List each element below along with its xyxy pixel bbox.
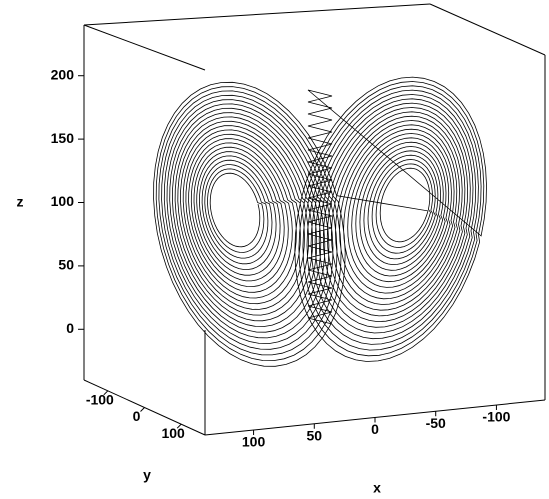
z-tick-label: 0 — [66, 320, 74, 336]
box-frame — [83, 3, 546, 436]
y-tick-label: 100 — [161, 425, 185, 441]
x-tick-label: -100 — [482, 409, 510, 425]
x-tick-label: -50 — [426, 415, 446, 431]
z-tick-label: 200 — [51, 66, 75, 82]
z-axis-label: z — [17, 194, 24, 210]
trajectory — [153, 76, 487, 367]
y-tick — [140, 407, 145, 412]
box-edge — [429, 3, 546, 56]
y-tick — [176, 423, 182, 429]
box-edge — [83, 3, 431, 26]
z-tick-label: 150 — [51, 130, 75, 146]
z-tick-label: 100 — [51, 193, 75, 209]
box-edge — [83, 24, 206, 71]
y-tick — [103, 390, 109, 396]
x-tick-label: 50 — [306, 427, 322, 443]
x-tick-label: 100 — [242, 434, 266, 450]
z-tick-label: 50 — [58, 257, 74, 273]
y-tick-label: -100 — [86, 392, 114, 408]
x-tick-label: 0 — [371, 421, 379, 437]
y-axis-label: y — [143, 467, 151, 483]
x-axis-label: x — [373, 480, 381, 496]
y-tick-label: 0 — [133, 408, 141, 424]
